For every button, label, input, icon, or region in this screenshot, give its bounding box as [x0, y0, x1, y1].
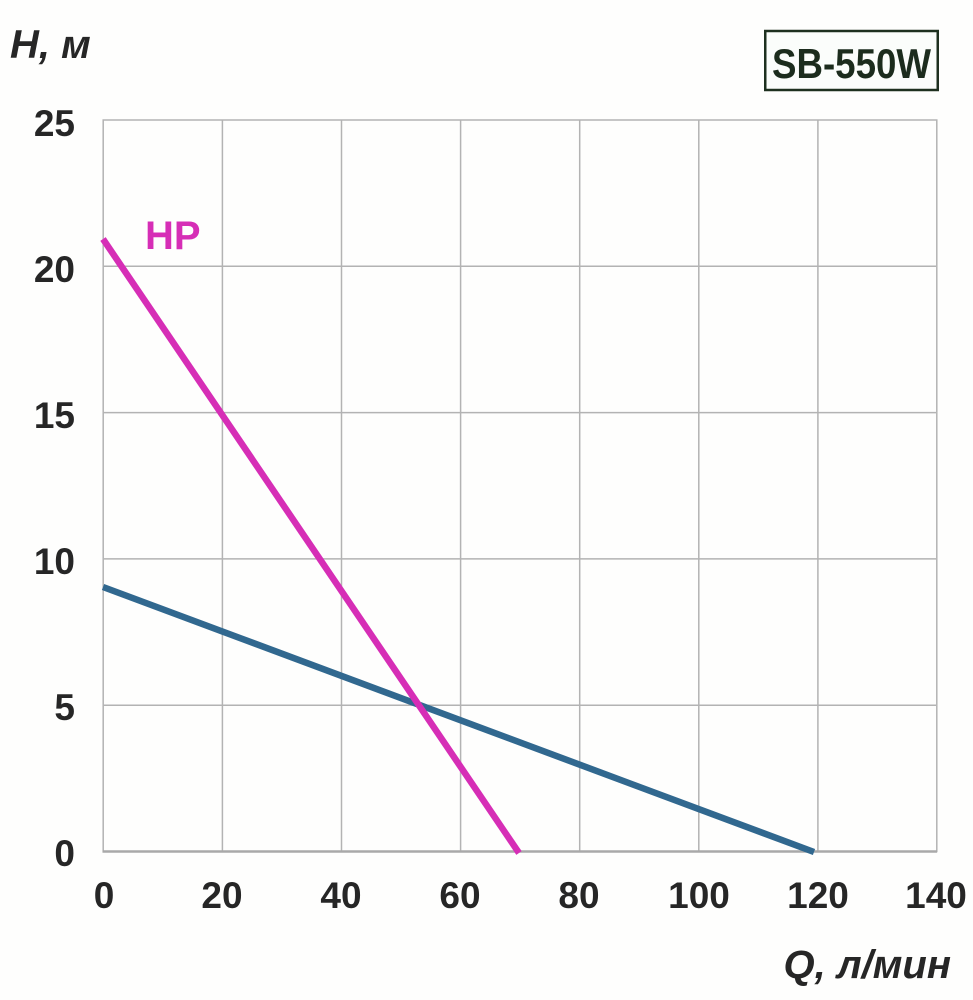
svg-text:60: 60 — [439, 875, 480, 916]
svg-text:0: 0 — [54, 833, 75, 874]
svg-text:HP: HP — [145, 214, 201, 258]
svg-text:100: 100 — [668, 875, 730, 916]
svg-text:120: 120 — [787, 875, 849, 916]
svg-text:0: 0 — [94, 875, 115, 916]
svg-text:SB-550W: SB-550W — [772, 40, 931, 87]
svg-text:Q, л/мин: Q, л/мин — [783, 943, 951, 987]
svg-text:15: 15 — [34, 395, 75, 436]
svg-text:40: 40 — [320, 875, 361, 916]
svg-text:25: 25 — [34, 103, 75, 144]
svg-text:10: 10 — [34, 541, 75, 582]
svg-text:H, м: H, м — [10, 23, 91, 67]
svg-text:20: 20 — [201, 875, 242, 916]
svg-text:80: 80 — [558, 875, 599, 916]
svg-text:5: 5 — [54, 687, 75, 728]
svg-text:140: 140 — [905, 875, 967, 916]
svg-text:20: 20 — [34, 249, 75, 290]
